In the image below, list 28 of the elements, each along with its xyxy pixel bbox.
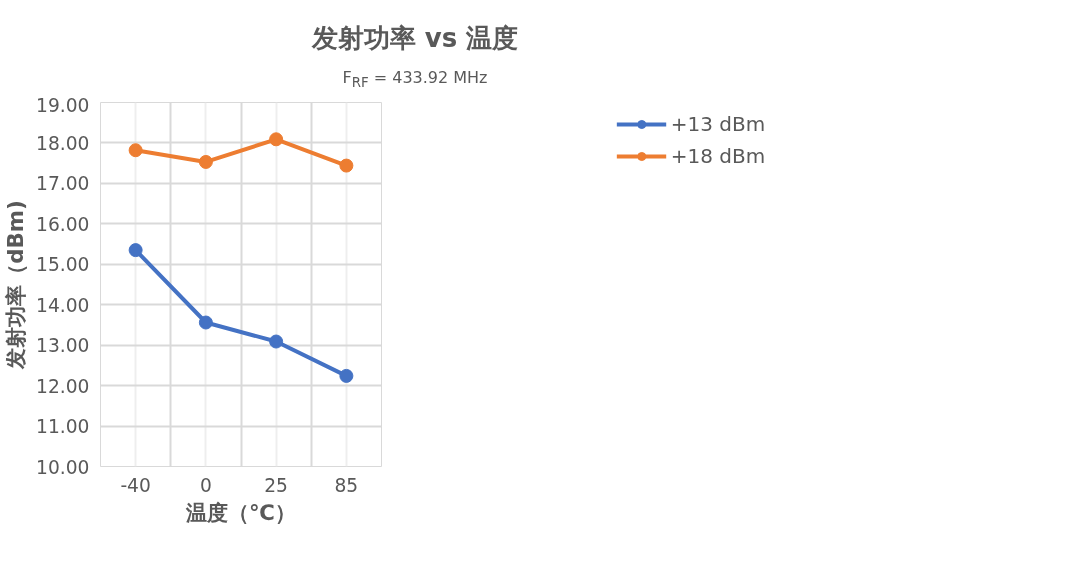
chart-title: 发射功率 vs 温度 xyxy=(311,22,519,55)
x-tick-label: 0 xyxy=(199,474,212,496)
y-tick-label: 16.00 xyxy=(36,214,90,236)
y-tick-label: 17.00 xyxy=(36,173,90,195)
y-tick-label: 18.00 xyxy=(36,133,90,155)
point xyxy=(269,132,284,147)
y-axis-title: 发射功率（dBm) xyxy=(3,200,29,371)
point xyxy=(128,143,143,158)
text: F$_{RF}$ = 433.92 MHz xyxy=(341,67,489,93)
x-axis-title: 温度（℃） xyxy=(185,499,296,525)
x-tick-label: 85 xyxy=(334,474,359,496)
y-tick-label: 11.00 xyxy=(36,416,90,438)
point xyxy=(339,369,354,384)
x-tick-label: 25 xyxy=(264,474,289,496)
point xyxy=(198,315,213,330)
legend-label: +13 dBm xyxy=(670,112,766,137)
y-tick-label: 19.00 xyxy=(36,94,90,116)
point xyxy=(128,243,143,258)
y-tick-label: 13.00 xyxy=(36,335,90,357)
legend-label: +18 dBm xyxy=(670,144,766,169)
point xyxy=(339,158,354,173)
x-tick-label: -40 xyxy=(120,474,151,496)
y-tick-label: 12.00 xyxy=(36,375,90,397)
point xyxy=(269,334,284,349)
y-tick-label: 15.00 xyxy=(36,254,90,276)
point xyxy=(198,155,213,170)
y-tick-label: 14.00 xyxy=(36,295,90,317)
y-tick-label: 10.00 xyxy=(36,456,90,478)
